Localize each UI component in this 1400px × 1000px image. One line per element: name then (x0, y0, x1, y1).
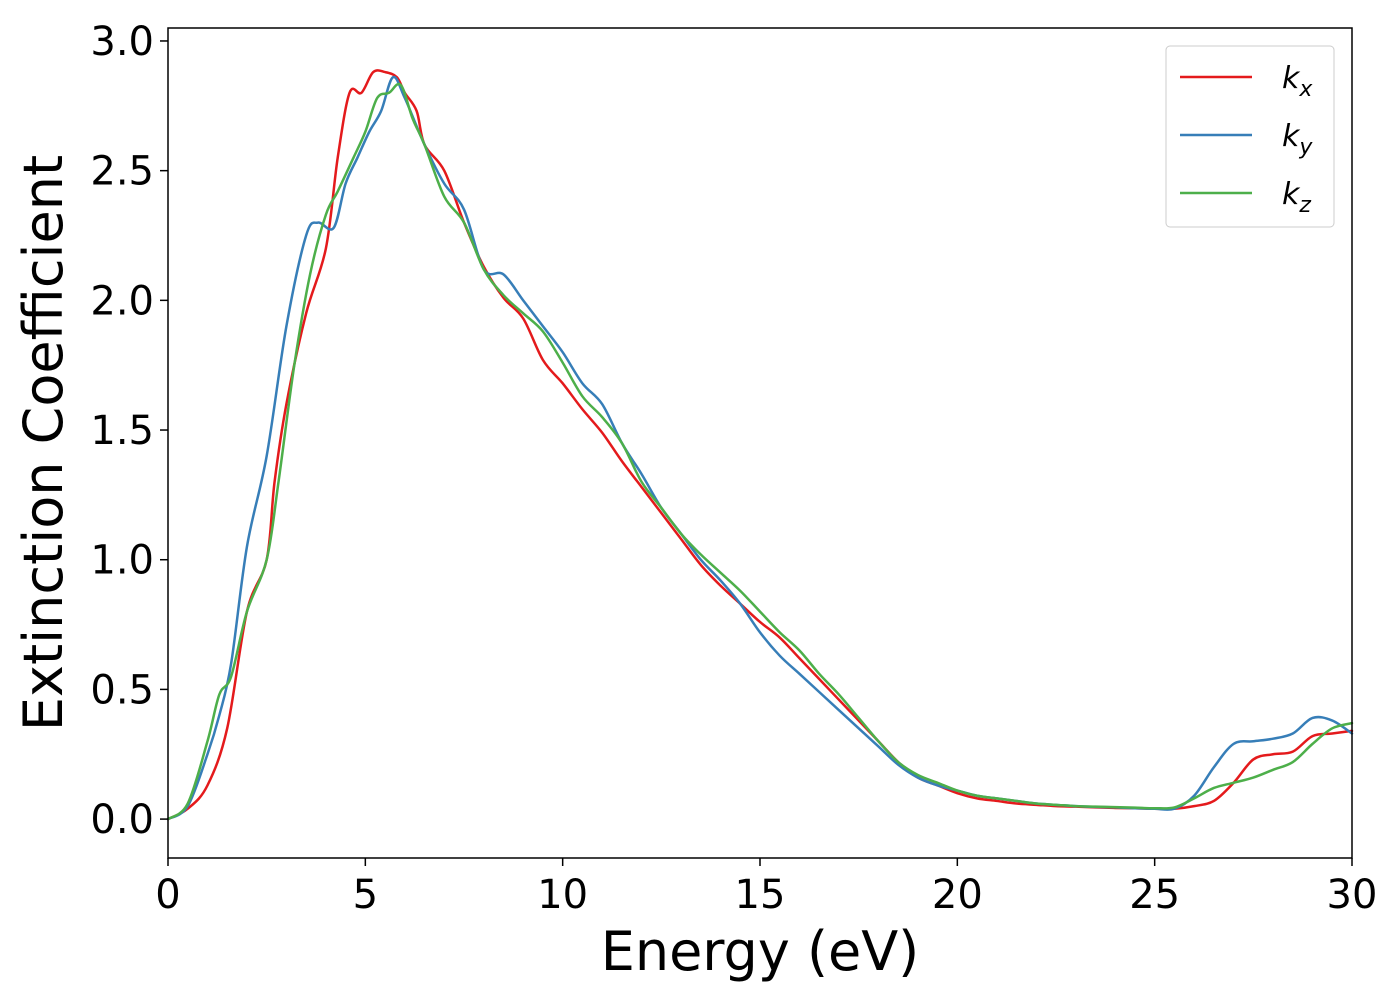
plot-background (168, 28, 1352, 858)
y-tick-label: 0.5 (90, 667, 154, 713)
y-tick-label: 0.0 (90, 797, 154, 843)
x-tick-label: 0 (155, 872, 180, 918)
y-tick-label: 2.5 (90, 149, 154, 195)
x-tick-label: 5 (353, 872, 378, 918)
series-line-kz (166, 82, 1354, 821)
y-tick-label: 1.5 (90, 408, 154, 454)
x-tick-label: 15 (735, 872, 786, 918)
y-axis-label: Extinction Coefficient (12, 155, 75, 731)
y-tick-label: 3.0 (90, 19, 154, 65)
x-axis-ticks: 0 5 10 15 20 25 30 (155, 858, 1377, 918)
x-tick-label: 20 (932, 872, 983, 918)
x-tick-label: 30 (1327, 872, 1378, 918)
y-axis-ticks: 0.0 0.5 1.0 1.5 2.0 2.5 3.0 (90, 19, 168, 843)
legend-box (1165, 45, 1335, 228)
x-axis-label: Energy (eV) (601, 920, 920, 983)
series-layer (166, 69, 1354, 821)
y-tick-label: 1.0 (90, 538, 154, 584)
y-tick-label: 2.0 (90, 278, 154, 324)
x-tick-label: 25 (1129, 872, 1180, 918)
x-tick-label: 10 (537, 872, 588, 918)
